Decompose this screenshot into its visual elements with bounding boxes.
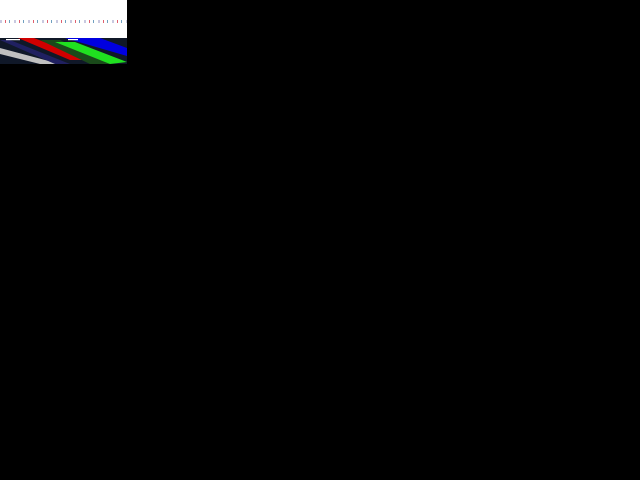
white-panel xyxy=(0,0,127,38)
corrupted-text-row xyxy=(0,20,127,23)
stripe-blue xyxy=(65,38,127,56)
stripe-navy xyxy=(0,40,70,64)
stripe-green xyxy=(55,42,127,64)
stripe-highlight xyxy=(68,39,78,41)
stripe-highlight xyxy=(6,39,20,41)
stripe-dark-green xyxy=(40,40,110,64)
corrupted-stripe-band xyxy=(0,38,127,64)
stripe-gray xyxy=(0,48,60,64)
